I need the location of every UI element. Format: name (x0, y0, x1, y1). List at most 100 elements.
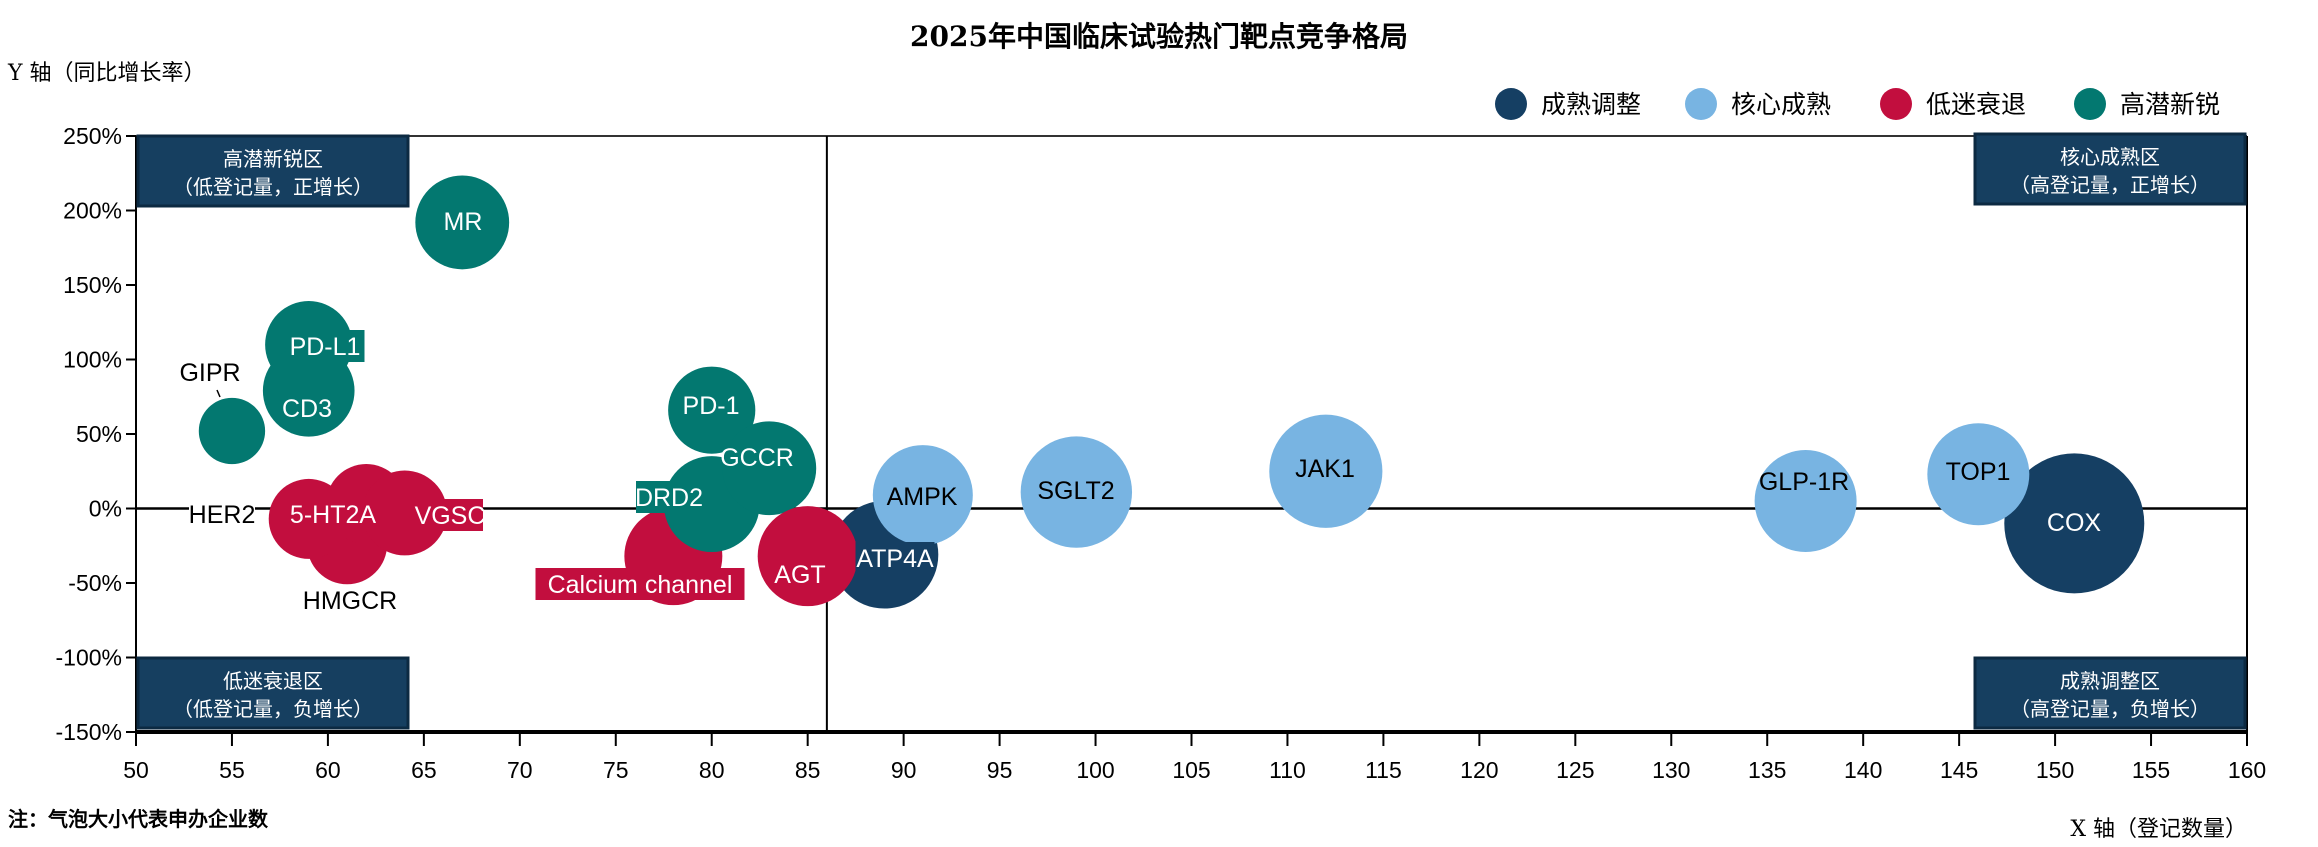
legend-marker (2074, 88, 2106, 120)
x-tick-label: 95 (987, 757, 1013, 783)
y-axis-title: Y 轴（同比增长率） (7, 61, 206, 86)
bubble-label: SGLT2 (1037, 477, 1114, 505)
bubble-label-background (636, 481, 702, 513)
x-tick-label: 65 (411, 757, 437, 783)
x-tick-label: 150 (2036, 757, 2074, 783)
x-tick-label: 50 (123, 757, 149, 783)
y-tick-label: 250% (63, 123, 122, 149)
quadrant-subtitle: （低登记量，负增长） (173, 697, 373, 721)
x-axis-title: X 轴（登记数量） (2070, 817, 2247, 842)
bubble-label: VGSC (415, 502, 486, 530)
bubble-label: CD3 (282, 395, 332, 423)
x-tick-label: 140 (1844, 757, 1882, 783)
bubble-label: GCCR (720, 444, 794, 472)
y-tick-label: -50% (68, 570, 122, 596)
bubble-label: AMPK (887, 483, 958, 511)
quadrant-title: 低迷衰退区 (223, 669, 323, 693)
x-tick-label: 115 (1365, 757, 1402, 783)
bubble-gipr (198, 397, 266, 465)
bubble-glp-1r (1754, 450, 1857, 553)
bubble-vgsc (362, 470, 448, 556)
quadrant-box-top-left (136, 134, 410, 208)
x-tick-label: 60 (315, 757, 341, 783)
bubble-label-background (285, 330, 365, 362)
y-tick-label: 150% (63, 272, 122, 298)
x-tick-label: 85 (795, 757, 821, 783)
bubble-label: MR (444, 208, 483, 236)
x-tick-label: 55 (219, 757, 245, 783)
bubble-pd-1 (668, 366, 756, 454)
bubble-label: JAK1 (1295, 455, 1355, 483)
x-tick-label: 120 (1460, 757, 1498, 783)
legend: 成熟调整 核心成熟 低迷衰退 高潜新锐 (1495, 88, 2220, 120)
bubble-label: COX (2047, 509, 2102, 537)
x-tick-label: 155 (2132, 757, 2170, 783)
y-tick-label: -100% (56, 645, 122, 671)
quadrant-subtitle: （高登记量，负增长） (2010, 697, 2210, 721)
legend-label: 低迷衰退 (1926, 90, 2026, 119)
bubble-top1 (1927, 423, 2030, 526)
x-tick-label: 90 (891, 757, 917, 783)
x-tick-label: 75 (603, 757, 629, 783)
quadrant-boxes: 高潜新锐区 （低登记量，正增长） 核心成熟区 （高登记量，正增长） 低迷衰退区 （低登记量… (136, 132, 2247, 730)
x-tick-label: 145 (1940, 757, 1978, 783)
axes: 250% 200% 150% 100% 50% 0% -50% -100% -150%50 55 6… (56, 123, 2267, 783)
quadrant-box-bottom-left (136, 656, 410, 730)
legend-marker (1880, 88, 1912, 120)
bubble-label-background (189, 498, 255, 530)
bubble-label-background (417, 499, 483, 531)
bubble-label: HER2 (189, 501, 256, 529)
x-tick-label: 100 (1076, 757, 1114, 783)
legend-marker (1685, 88, 1717, 120)
bubble-label: GIPR (179, 359, 240, 387)
y-tick-label: 0% (89, 496, 122, 522)
bubble-cd3 (262, 344, 355, 437)
quadrant-subtitle: （低登记量，正增长） (173, 175, 373, 199)
quadrant-title: 核心成熟区 (2060, 145, 2160, 169)
x-tick-label: 105 (1172, 757, 1210, 783)
x-tick-label: 160 (2228, 757, 2266, 783)
bubble-label-background (889, 480, 955, 512)
gipr-leader-line (216, 389, 221, 398)
x-tick-label: 110 (1269, 757, 1306, 783)
legend-label: 成熟调整 (1541, 90, 1641, 119)
legend-label: 核心成熟 (1731, 90, 1831, 119)
bubble-label: PD-L1 (290, 333, 361, 361)
y-tick-label: 100% (63, 347, 122, 373)
quadrant-title: 高潜新锐区 (223, 147, 323, 171)
y-tick-label: -150% (56, 719, 122, 745)
bubble-label: GLP-1R (1759, 468, 1849, 496)
bubble-label-background (535, 568, 745, 600)
y-tick-label: 200% (63, 198, 122, 224)
bubble-label-background (287, 498, 379, 530)
quadrant-box-bottom-right (1973, 656, 2247, 730)
bubble-agt (757, 506, 858, 607)
bubble-label: 5-HT2A (290, 501, 376, 529)
bubble-cox (2004, 453, 2145, 594)
bubbles (198, 175, 2145, 609)
bubble-label: HMGCR (303, 587, 397, 615)
bubble-label: TOP1 (1946, 458, 2011, 486)
bubble-jak1 (1269, 414, 1383, 528)
quadrant-title: 成熟调整区 (2060, 669, 2160, 693)
bubble-label: DRD2 (635, 484, 703, 512)
legend-marker (1495, 88, 1527, 120)
quadrant-box-top-right (1973, 132, 2247, 206)
x-tick-label: 70 (507, 757, 533, 783)
bubble-sglt2 (1020, 436, 1133, 548)
y-tick-label: 50% (76, 421, 122, 447)
x-tick-label: 80 (699, 757, 725, 783)
quadrant-subtitle: （高登记量，正增长） (2010, 173, 2210, 197)
chart-title: 2025年中国临床试验热门靶点竞争格局 (910, 20, 1408, 53)
bubble-label: ATP4A (856, 545, 934, 573)
bubble-label-background (855, 542, 935, 574)
bubble-mr (415, 175, 510, 270)
legend-label: 高潜新锐 (2120, 90, 2220, 119)
bubble-labels: COX TOP1 GLP-1R JAK1 SGLT2 ATP4A AMPK PD-1 Calci… (179, 208, 2101, 615)
chart-note: 注：气泡大小代表申办企业数 (8, 807, 269, 831)
bubble-label-background (724, 441, 790, 473)
x-tick-label: 125 (1556, 757, 1594, 783)
x-tick-label: 135 (1748, 757, 1786, 783)
x-tick-label: 130 (1652, 757, 1690, 783)
